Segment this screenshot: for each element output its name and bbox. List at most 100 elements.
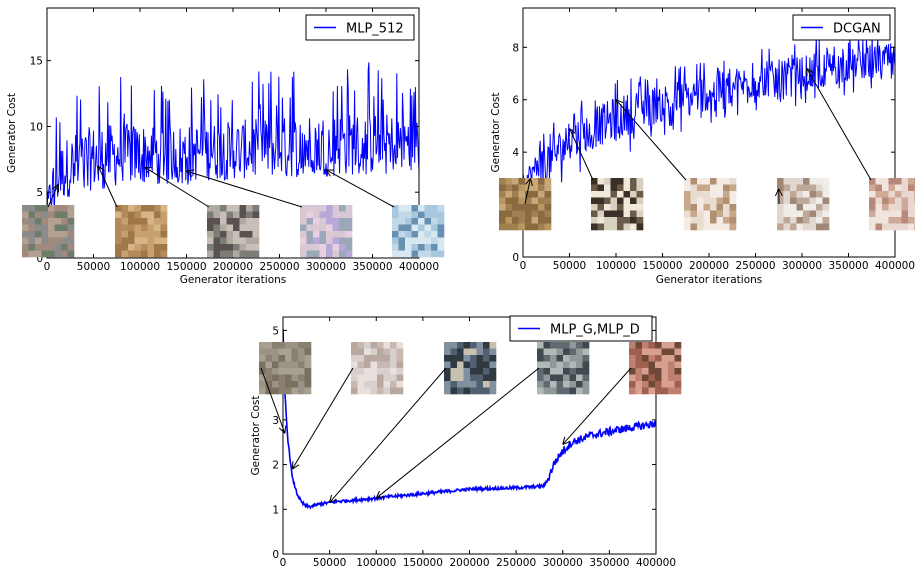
- thumbnail-cell: [563, 342, 570, 349]
- thumbnail-cell: [300, 250, 307, 258]
- thumbnail-cell: [154, 237, 161, 245]
- thumbnail-cell: [629, 355, 636, 362]
- thumbnail-cell: [67, 237, 75, 245]
- thumbnail-cell: [351, 361, 358, 369]
- thumbnail-cell: [543, 387, 551, 395]
- thumbnail-cell: [339, 218, 346, 225]
- thumbnail-cell: [697, 204, 704, 211]
- thumbnail-cell: [147, 250, 155, 258]
- thumbnail-cell: [226, 237, 234, 245]
- thumbnail-cell: [822, 223, 830, 231]
- thumbnail-cell: [54, 250, 62, 258]
- thumbnail-cell: [213, 250, 221, 258]
- thumbnail-cell: [629, 342, 636, 349]
- thumbnail-cell: [128, 211, 135, 219]
- thumbnail-cell: [364, 368, 371, 375]
- thumbnail-cell: [326, 224, 333, 232]
- thumbnail-cell: [298, 381, 305, 388]
- thumbnail-cell: [128, 218, 135, 225]
- thumbnail-cell: [332, 231, 340, 238]
- thumbnail-cell: [512, 197, 519, 205]
- thumbnail-cell: [405, 231, 412, 238]
- thumbnail-cell: [313, 205, 320, 212]
- thumbnail-cell: [278, 342, 286, 349]
- x-tick-label: 150000: [642, 260, 682, 272]
- thumbnail-cell: [697, 210, 704, 218]
- thumbnail-cell: [383, 342, 391, 349]
- thumbnail-cell: [869, 197, 876, 205]
- thumbnail-cell: [48, 244, 55, 251]
- thumbnail-cell: [690, 178, 698, 185]
- y-tick-label: 0: [36, 253, 43, 265]
- thumbnail-cell: [160, 244, 168, 251]
- thumbnail-cell: [716, 204, 724, 211]
- thumbnail-cell: [674, 381, 682, 388]
- thumbnail-cell: [537, 368, 544, 375]
- thumbnail-cell: [476, 342, 484, 349]
- legend-label: MLP_G,MLP_D: [550, 323, 640, 338]
- thumbnail-cell: [816, 184, 823, 192]
- thumbnail-cell: [115, 205, 122, 212]
- thumbnail-cell: [226, 211, 234, 219]
- thumbnail-cell: [809, 204, 817, 211]
- thumbnail-cell: [635, 387, 643, 395]
- thumbnail-cell: [882, 210, 889, 218]
- thumbnail-cell: [326, 211, 333, 219]
- thumbnail-cell: [121, 205, 129, 212]
- thumbnail-cell: [569, 368, 577, 375]
- thumbnail-cell: [300, 211, 307, 219]
- thumbnail-cell: [635, 348, 643, 356]
- thumbnail-cell: [550, 387, 557, 395]
- sample-brown-thumbnail: [115, 205, 168, 258]
- thumbnail-cell: [869, 191, 876, 198]
- thumbnail-cell: [147, 211, 155, 219]
- y-tick-label: 3: [272, 415, 279, 427]
- thumbnail-cell: [463, 361, 471, 369]
- thumbnail-cell: [121, 244, 129, 251]
- thumbnail-cell: [141, 250, 148, 258]
- thumbnail-cell: [396, 368, 404, 375]
- thumbnail-cell: [265, 381, 273, 388]
- thumbnail-cell: [908, 217, 915, 224]
- thumbnail-cell: [278, 361, 286, 369]
- thumbnail-cell: [463, 374, 471, 382]
- thumbnail-cell: [444, 348, 451, 356]
- thumbnail-cell: [723, 204, 730, 211]
- thumbnail-cell: [357, 368, 365, 375]
- thumbnail-cell: [888, 217, 896, 224]
- thumbnail-cell: [48, 211, 55, 219]
- thumbnail-cell: [339, 237, 346, 245]
- thumbnail-cell: [383, 368, 391, 375]
- thumbnail-cell: [398, 211, 406, 219]
- thumbnail-cell: [134, 231, 142, 238]
- thumbnail-cell: [424, 244, 432, 251]
- thumbnail-cell: [777, 204, 784, 211]
- thumbnail-cell: [319, 211, 327, 219]
- thumbnail-cell: [635, 374, 643, 382]
- thumbnail-cell: [796, 223, 804, 231]
- thumbnail-cell: [259, 355, 266, 362]
- thumbnail-cell: [499, 191, 506, 198]
- thumbnail-cell: [512, 184, 519, 192]
- thumbnail-cell: [483, 381, 490, 388]
- thumbnail-cell: [635, 381, 643, 388]
- thumbnail-cell: [531, 223, 539, 231]
- thumbnail-cell: [803, 204, 810, 211]
- thumbnail-cell: [888, 184, 896, 192]
- thumbnail-cell: [313, 224, 320, 232]
- thumbnail-cell: [470, 342, 477, 349]
- thumbnail-cell: [630, 223, 637, 231]
- x-tick-label: 300000: [543, 557, 583, 569]
- thumbnail-cell: [483, 374, 490, 382]
- thumbnail-cell: [457, 342, 464, 349]
- thumbnail-cell: [339, 244, 346, 251]
- annotation-arrow: [615, 99, 687, 181]
- thumbnail-cell: [576, 348, 583, 356]
- thumbnail-cell: [697, 217, 704, 224]
- thumbnail-cell: [351, 374, 358, 382]
- thumbnail-cell: [531, 191, 539, 198]
- thumbnail-cell: [319, 231, 327, 238]
- thumbnail-cell: [370, 381, 378, 388]
- thumbnail-cell: [61, 231, 68, 238]
- x-tick-label: 100000: [120, 261, 160, 273]
